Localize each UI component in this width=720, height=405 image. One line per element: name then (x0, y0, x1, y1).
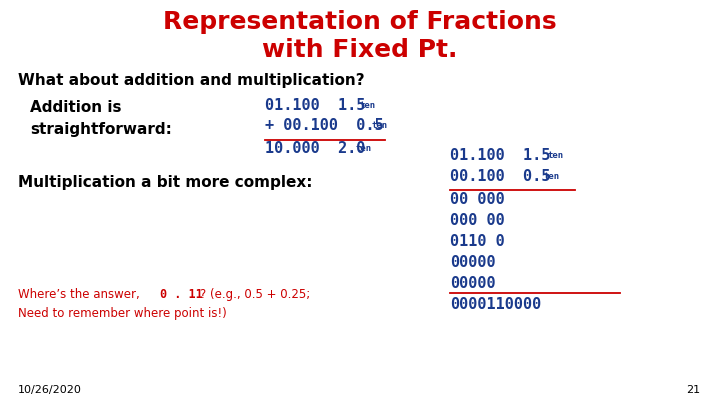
Text: straightforward:: straightforward: (30, 122, 172, 137)
Text: 0000110000: 0000110000 (450, 297, 541, 312)
Text: + 00.100  0.5: + 00.100 0.5 (265, 118, 384, 133)
Text: Need to remember where point is!): Need to remember where point is!) (18, 307, 227, 320)
Text: ? (e.g., 0.5 + 0.25;: ? (e.g., 0.5 + 0.25; (200, 288, 310, 301)
Text: 000 00: 000 00 (450, 213, 505, 228)
Text: 10/26/2020: 10/26/2020 (18, 385, 82, 395)
Text: ten: ten (548, 151, 564, 160)
Text: Multiplication a bit more complex:: Multiplication a bit more complex: (18, 175, 312, 190)
Text: Where’s the answer,: Where’s the answer, (18, 288, 143, 301)
Text: 01.100  1.5: 01.100 1.5 (265, 98, 365, 113)
Text: with Fixed Pt.: with Fixed Pt. (262, 38, 458, 62)
Text: ten: ten (543, 172, 559, 181)
Text: ten: ten (360, 101, 376, 110)
Text: 00.100  0.5: 00.100 0.5 (450, 169, 550, 184)
Text: 00000: 00000 (450, 276, 495, 291)
Text: What about addition and multiplication?: What about addition and multiplication? (18, 73, 364, 88)
Text: 00 000: 00 000 (450, 192, 505, 207)
Text: ten: ten (371, 121, 387, 130)
Text: 00000: 00000 (450, 255, 495, 270)
Text: 0 . 11: 0 . 11 (160, 288, 203, 301)
Text: 21: 21 (686, 385, 700, 395)
Text: Representation of Fractions: Representation of Fractions (163, 10, 557, 34)
Text: 0110 0: 0110 0 (450, 234, 505, 249)
Text: 10.000  2.0: 10.000 2.0 (265, 141, 365, 156)
Text: ten: ten (356, 144, 372, 153)
Text: Addition is: Addition is (30, 100, 122, 115)
Text: 01.100  1.5: 01.100 1.5 (450, 148, 550, 163)
